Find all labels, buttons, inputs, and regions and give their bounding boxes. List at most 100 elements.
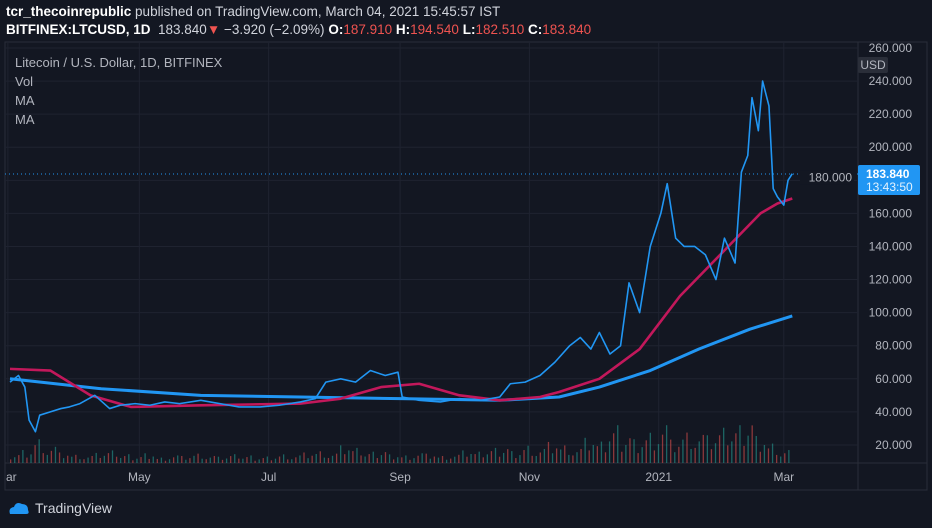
x-tick-label: Sep — [389, 470, 411, 484]
volume-bar — [189, 458, 191, 463]
volume-bar — [690, 448, 692, 463]
volume-bar — [62, 458, 65, 463]
volume-bar — [670, 439, 672, 463]
volume-bar — [10, 459, 12, 463]
volume-bar — [592, 445, 594, 463]
volume-bar — [22, 450, 24, 463]
volume-bar — [258, 459, 260, 463]
volume-bar — [87, 457, 89, 463]
volume-bar — [238, 458, 240, 463]
volume-bar — [502, 452, 505, 463]
volume-bar — [401, 457, 403, 463]
volume-bar — [128, 454, 130, 463]
volume-bar — [54, 446, 57, 463]
volume-bar — [380, 455, 383, 463]
volume-bar — [560, 449, 562, 463]
volume-bar — [450, 458, 452, 463]
legend-ma-1[interactable]: MA — [15, 93, 35, 108]
volume-bar — [168, 459, 171, 463]
y-tick-label: 200.000 — [869, 140, 913, 154]
volume-bar — [775, 454, 778, 463]
tradingview-logo[interactable]: TradingView — [8, 500, 112, 516]
volume-bar — [91, 455, 93, 463]
y-tick-label: 240.000 — [869, 74, 913, 88]
open-label: O: — [328, 22, 344, 37]
x-tick-label: Jul — [261, 470, 276, 484]
volume-bar — [462, 450, 464, 463]
volume-bar — [543, 448, 546, 463]
volume-bar — [348, 450, 350, 463]
volume-bar — [743, 445, 745, 463]
volume-bar — [83, 459, 85, 463]
legend-vol[interactable]: Vol — [15, 74, 34, 89]
volume-bar — [674, 452, 676, 463]
currency-badge[interactable] — [858, 57, 888, 73]
volume-bar — [445, 459, 448, 463]
volume-bar — [608, 441, 611, 463]
volume-bar — [625, 445, 627, 463]
volume-bar — [413, 458, 415, 463]
volume-bar — [352, 451, 354, 463]
volume-bar — [356, 447, 358, 463]
volume-bar — [364, 456, 366, 463]
volume-bar — [323, 457, 326, 463]
volume-bar — [282, 454, 285, 463]
volume-bar — [714, 443, 717, 463]
chart-legend: Litecoin / U.S. Dollar, 1D, BITFINEX Vol… — [15, 53, 222, 129]
volume-bar — [527, 445, 529, 463]
volume-bar — [397, 457, 399, 463]
volume-bar — [213, 455, 216, 463]
volume-bar — [246, 457, 248, 463]
volume-bar — [242, 458, 244, 463]
volume-bar — [311, 455, 313, 463]
volume-bar — [698, 441, 700, 463]
volume-bar — [209, 457, 211, 463]
volume-bar — [234, 454, 236, 463]
volume-bar — [617, 425, 619, 463]
volume-bar — [103, 455, 106, 463]
volume-bar — [409, 459, 411, 463]
volume-bar — [780, 456, 782, 463]
countdown-label: 13:43:50 — [866, 180, 913, 194]
volume-bar — [747, 435, 749, 463]
volume-bar — [555, 448, 558, 463]
volume-bar — [551, 453, 554, 463]
volume-bar — [95, 452, 97, 463]
volume-bar — [584, 437, 586, 463]
volume-bar — [515, 458, 517, 463]
volume-bar — [784, 453, 786, 463]
volume-bar — [291, 459, 293, 463]
volume-bar — [344, 454, 346, 463]
volume-bar — [152, 456, 154, 463]
volume-bar — [653, 450, 656, 463]
volume-bar — [417, 455, 419, 463]
volume-bar — [482, 457, 484, 463]
volume-bar — [274, 458, 277, 463]
volume-bar — [767, 448, 770, 463]
volume-bar — [731, 441, 733, 463]
volume-bar — [572, 455, 574, 463]
volume-bar — [735, 433, 737, 463]
volume-bar — [221, 459, 224, 463]
volume-bar — [197, 453, 199, 463]
x-tick-label: ar — [6, 470, 17, 484]
published-text: published on TradingView.com, March 04, … — [135, 4, 501, 19]
volume-bar — [111, 450, 114, 463]
volume-bar — [751, 425, 753, 463]
y-tick-label: 220.000 — [869, 107, 913, 121]
volume-bar — [657, 444, 660, 463]
y-tick-label: 160.000 — [869, 206, 913, 220]
legend-ma-2[interactable]: MA — [15, 112, 35, 127]
last-price: 183.840 — [158, 22, 207, 37]
volume-bar — [384, 452, 387, 463]
volume-bar — [604, 452, 607, 463]
volume-bar — [299, 455, 301, 463]
volume-bar — [181, 455, 183, 463]
volume-bar — [433, 456, 436, 463]
y-tick-label: 260.000 — [869, 41, 913, 55]
volume-bar — [75, 454, 77, 463]
volume-bar — [250, 455, 252, 463]
legend-title: Litecoin / U.S. Dollar, 1D, BITFINEX — [15, 55, 223, 70]
volume-bar — [140, 457, 142, 463]
